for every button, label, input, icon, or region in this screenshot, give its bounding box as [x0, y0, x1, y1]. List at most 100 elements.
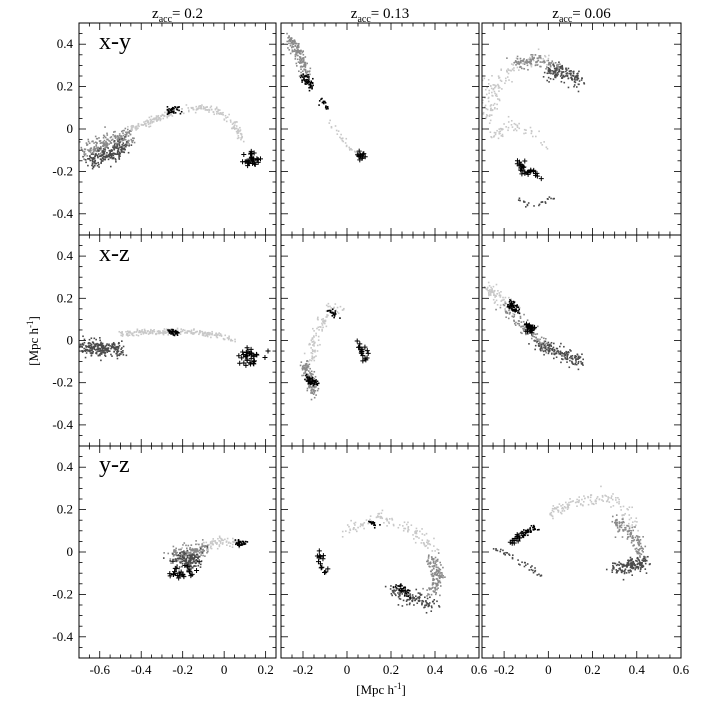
dot-point — [489, 131, 492, 133]
dot-point — [560, 512, 563, 515]
dot-point — [530, 524, 533, 527]
dot-point — [130, 128, 132, 131]
dot-point — [173, 558, 175, 561]
dot-point — [426, 597, 429, 600]
dot-point — [589, 494, 592, 496]
dot-point — [116, 355, 119, 357]
dot-point — [551, 349, 554, 351]
dot-point — [190, 567, 192, 570]
dot-point — [509, 302, 511, 305]
dot-point — [198, 549, 201, 552]
dot-point — [649, 563, 651, 565]
dot-point — [312, 373, 314, 376]
dot-point — [632, 537, 635, 539]
dot-point — [559, 345, 561, 348]
dot-point — [313, 386, 316, 389]
dot-point — [182, 328, 185, 331]
dot-point — [186, 552, 189, 554]
dot-point — [116, 143, 118, 146]
dot-point — [306, 369, 308, 371]
dot-point — [312, 384, 315, 387]
panel-points — [314, 509, 446, 614]
dot-point — [135, 334, 138, 336]
dot-point — [546, 342, 548, 345]
dot-point — [346, 524, 349, 526]
dot-point — [428, 540, 430, 542]
dot-point — [363, 527, 365, 530]
dot-point — [224, 334, 227, 337]
dot-point — [515, 309, 518, 311]
dot-point — [561, 64, 563, 67]
dot-point — [521, 530, 524, 533]
dot-point — [186, 554, 189, 557]
dot-point — [109, 136, 112, 139]
dot-point — [531, 135, 534, 138]
dot-point — [515, 57, 518, 60]
dot-point — [176, 564, 178, 566]
dot-point — [102, 142, 104, 144]
dot-point — [319, 326, 321, 328]
dot-point — [412, 596, 414, 598]
dot-point — [113, 350, 116, 353]
dot-point — [170, 328, 172, 331]
dot-point — [206, 551, 208, 554]
dot-point — [97, 156, 99, 159]
dot-point — [549, 68, 551, 71]
dot-point — [545, 351, 547, 354]
dot-point — [166, 106, 169, 108]
dot-point — [295, 62, 298, 65]
dot-point — [239, 540, 242, 543]
dot-point — [619, 562, 622, 565]
dot-point — [499, 304, 502, 306]
dot-point — [425, 532, 428, 535]
dot-point — [549, 513, 551, 516]
dot-point — [156, 332, 158, 335]
dot-point — [552, 198, 555, 200]
dot-point — [432, 577, 434, 580]
dot-point — [372, 521, 375, 523]
dot-point — [219, 541, 222, 544]
dot-point — [321, 101, 324, 104]
dot-point — [198, 333, 200, 336]
dot-point — [225, 117, 227, 119]
dot-point — [325, 105, 327, 107]
dot-point — [427, 541, 430, 543]
dot-point — [397, 604, 400, 606]
dot-point — [559, 75, 562, 77]
dot-point — [109, 154, 111, 157]
dot-point — [431, 565, 434, 568]
dot-point — [530, 568, 533, 571]
dot-point — [413, 538, 415, 540]
dot-point — [569, 501, 572, 503]
dot-point — [565, 70, 567, 73]
dot-point — [196, 330, 198, 333]
dot-point — [548, 348, 550, 351]
dot-point — [501, 133, 504, 136]
dot-point — [103, 351, 105, 353]
dot-point — [543, 346, 545, 349]
dot-point — [548, 196, 551, 198]
dot-point — [494, 85, 497, 88]
dot-point — [552, 70, 555, 73]
dot-point — [539, 65, 541, 68]
dot-point — [97, 153, 100, 155]
dot-point — [626, 508, 628, 510]
dot-point — [312, 340, 315, 343]
dot-point — [317, 339, 320, 342]
dot-point — [118, 134, 121, 137]
dot-point — [379, 515, 382, 518]
dot-point — [184, 554, 186, 557]
dot-point — [121, 151, 123, 153]
dot-point — [100, 341, 102, 344]
dot-point — [509, 311, 511, 314]
dot-point — [100, 161, 102, 164]
dot-point — [565, 68, 567, 70]
dot-point — [286, 32, 288, 35]
dot-point — [512, 300, 515, 303]
dot-point — [527, 202, 530, 204]
dot-point — [79, 346, 81, 348]
dot-point — [431, 558, 433, 561]
dot-point — [206, 549, 208, 552]
plus-point — [364, 348, 370, 354]
dot-point — [310, 386, 313, 389]
